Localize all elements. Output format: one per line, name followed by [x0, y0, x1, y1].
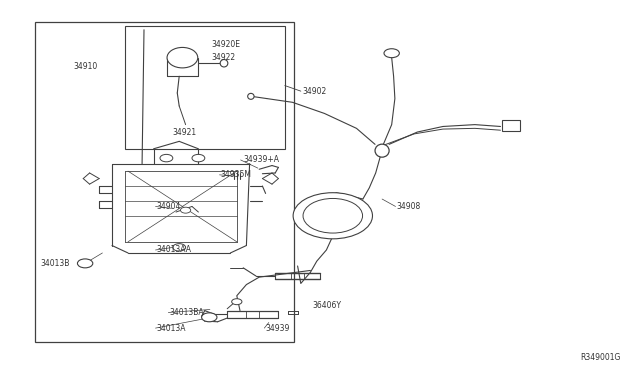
Circle shape [202, 313, 217, 322]
Text: 34904: 34904 [157, 202, 181, 211]
Circle shape [77, 259, 93, 268]
Text: 34013AA: 34013AA [157, 246, 192, 254]
Text: 34921: 34921 [173, 128, 197, 137]
Circle shape [160, 154, 173, 162]
Circle shape [303, 198, 362, 233]
Circle shape [192, 154, 205, 162]
Text: 34910: 34910 [74, 62, 98, 71]
Ellipse shape [220, 60, 228, 67]
Ellipse shape [167, 47, 198, 68]
Text: 34935M: 34935M [221, 170, 252, 179]
Text: 34013B: 34013B [40, 259, 70, 268]
Text: 36406Y: 36406Y [312, 301, 341, 310]
Text: 34908: 34908 [397, 202, 421, 211]
Circle shape [173, 244, 186, 251]
Text: 34013A: 34013A [157, 324, 186, 333]
Text: 34939: 34939 [266, 324, 290, 333]
Text: 34939+A: 34939+A [243, 155, 279, 164]
Ellipse shape [248, 93, 254, 99]
Ellipse shape [375, 144, 389, 157]
Circle shape [180, 207, 191, 213]
Text: R349001G: R349001G [580, 353, 621, 362]
Text: 34013BA: 34013BA [170, 308, 204, 317]
Circle shape [384, 49, 399, 58]
Text: 34920E: 34920E [211, 40, 240, 49]
Text: 34922: 34922 [211, 53, 236, 62]
Circle shape [293, 193, 372, 239]
Circle shape [232, 299, 242, 305]
Text: 34902: 34902 [302, 87, 326, 96]
